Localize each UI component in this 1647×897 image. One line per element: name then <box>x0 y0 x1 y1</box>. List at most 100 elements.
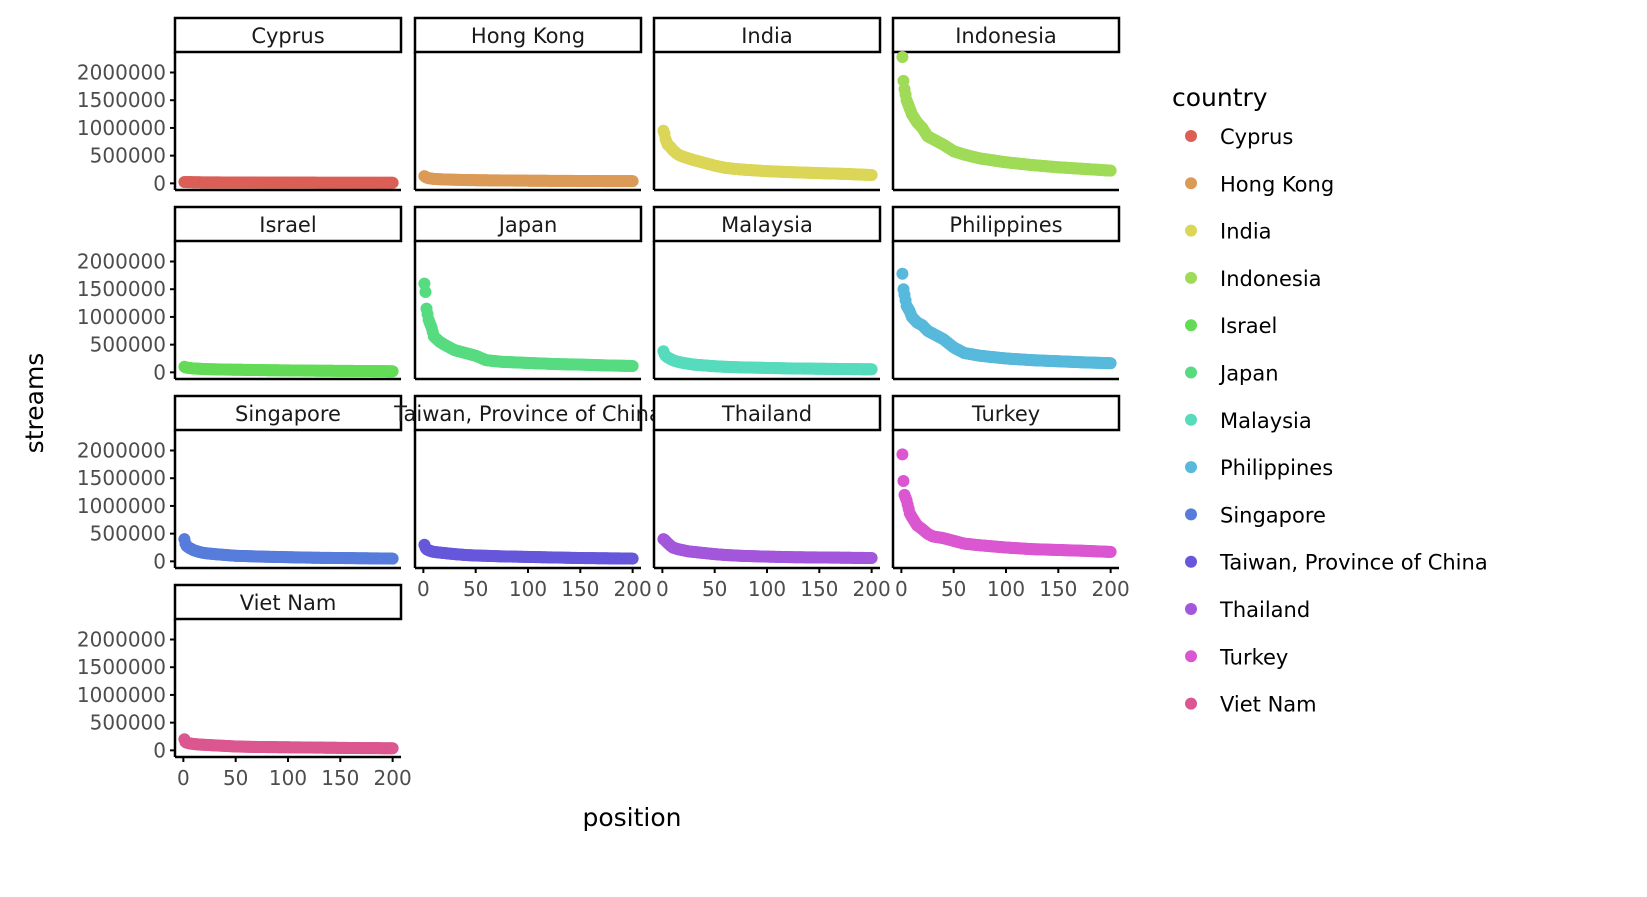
legend-label: Turkey <box>1219 645 1288 669</box>
facet-strip-label: Taiwan, Province of China <box>393 402 662 426</box>
legend-marker <box>1185 508 1197 521</box>
data-points <box>418 170 639 188</box>
facet-panel: Israel 0 500000 1000000 1500000 2000000 <box>77 205 403 384</box>
facet-strip <box>652 205 882 243</box>
data-point <box>865 363 878 376</box>
y-tick-label: 1000000 <box>77 305 166 329</box>
legend-label: Viet Nam <box>1220 693 1317 717</box>
facet-strip-label: India <box>741 24 793 48</box>
data-points <box>896 448 1117 558</box>
data-point <box>386 742 399 755</box>
legend-marker <box>1185 555 1197 568</box>
y-tick-label: 2000000 <box>77 628 166 652</box>
legend-marker <box>1185 461 1197 474</box>
data-point <box>865 552 878 565</box>
y-tick-label: 1500000 <box>77 88 166 112</box>
x-tick-label: 0 <box>656 577 669 601</box>
legend-label: Singapore <box>1220 503 1326 527</box>
facet-strip <box>413 16 643 54</box>
x-tick-label: 50 <box>223 766 248 790</box>
data-points <box>896 267 1117 370</box>
facet-panel: Indonesia <box>891 16 1121 192</box>
facet-strip <box>413 394 643 432</box>
data-points <box>178 175 399 189</box>
x-tick-label: 200 <box>614 577 652 601</box>
legend-marker <box>1185 366 1197 379</box>
data-point <box>386 552 399 565</box>
y-tick-label: 0 <box>153 360 166 384</box>
legend-marker <box>1185 177 1197 190</box>
data-point <box>1104 545 1117 558</box>
legend-label: Israel <box>1220 314 1277 338</box>
y-tick-label: 0 <box>153 549 166 573</box>
facet-strip-label: Israel <box>259 213 316 237</box>
facet-strip-label: Thailand <box>721 402 812 426</box>
y-axis-title: streams <box>20 353 49 454</box>
facet-panel: Turkey 0 50 100 150 200 <box>891 394 1130 601</box>
facet-strip-label: Indonesia <box>955 24 1057 48</box>
legend-label: Cyprus <box>1220 125 1293 149</box>
y-tick-label: 0 <box>153 171 166 195</box>
y-tick-label: 1000000 <box>77 116 166 140</box>
x-tick-label: 150 <box>800 577 838 601</box>
facet-strip <box>891 394 1121 432</box>
facet-strip-label: Hong Kong <box>471 24 585 48</box>
data-points <box>178 733 399 755</box>
y-tick-label: 1500000 <box>77 277 166 301</box>
x-tick-label: 0 <box>895 577 908 601</box>
y-tick-label: 500000 <box>90 333 166 357</box>
facet-panel: Singapore 0 500000 1000000 1500000 2000000 <box>77 394 403 573</box>
facet-strip-label: Turkey <box>971 402 1040 426</box>
legend-label: Taiwan, Province of China <box>1219 551 1488 575</box>
legend-marker <box>1185 603 1197 615</box>
data-point <box>419 285 432 298</box>
x-tick-label: 200 <box>374 766 412 790</box>
x-tick-label: 150 <box>561 577 599 601</box>
facet-panel: Viet Nam 0 500000 1000000 1500000 2000000 0 50 1… <box>77 583 412 790</box>
legend-marker <box>1185 413 1197 426</box>
data-points <box>657 345 878 376</box>
x-tick-label: 150 <box>321 766 359 790</box>
x-tick-label: 100 <box>509 577 547 601</box>
x-axis-title: position <box>582 803 681 832</box>
y-tick-label: 500000 <box>90 144 166 168</box>
legend-marker <box>1185 650 1197 663</box>
facet-strip-label: Philippines <box>949 213 1062 237</box>
facet-panel: Japan <box>413 205 643 381</box>
facet-strip-label: Viet Nam <box>240 591 337 615</box>
facet-strip <box>173 394 403 432</box>
data-point <box>896 267 909 280</box>
data-point <box>896 448 909 461</box>
data-point <box>386 176 399 189</box>
data-points <box>657 533 878 565</box>
facet-strip-label: Singapore <box>235 402 341 426</box>
facet-strip <box>891 16 1121 54</box>
facet-panel: India <box>652 16 882 192</box>
y-tick-label: 500000 <box>90 711 166 735</box>
data-points <box>896 50 1117 177</box>
x-tick-label: 100 <box>987 577 1025 601</box>
data-points <box>178 533 399 565</box>
facet-strip <box>413 205 643 243</box>
facet-strip-label: Malaysia <box>721 213 813 237</box>
legend-marker <box>1185 319 1197 332</box>
facet-strip <box>173 16 403 54</box>
x-tick-label: 0 <box>177 766 190 790</box>
data-points <box>657 124 878 182</box>
x-tick-label: 50 <box>702 577 727 601</box>
legend-marker <box>1185 130 1197 142</box>
facet-strip <box>173 205 403 243</box>
data-point <box>1104 357 1117 370</box>
y-tick-label: 1500000 <box>77 466 166 490</box>
legend-label: Thailand <box>1219 598 1310 622</box>
facet-strip <box>652 394 882 432</box>
facet-panel: Hong Kong <box>413 16 643 192</box>
legend: Cyprus Hong Kong India Indonesia Israel Japan… <box>1185 125 1488 717</box>
y-tick-label: 1000000 <box>77 494 166 518</box>
facet-panel: Cyprus 0 500000 1000000 1500000 2000000 <box>77 16 403 195</box>
legend-marker <box>1185 271 1197 284</box>
data-point <box>897 474 910 487</box>
y-tick-label: 2000000 <box>77 61 166 85</box>
x-tick-label: 200 <box>853 577 891 601</box>
